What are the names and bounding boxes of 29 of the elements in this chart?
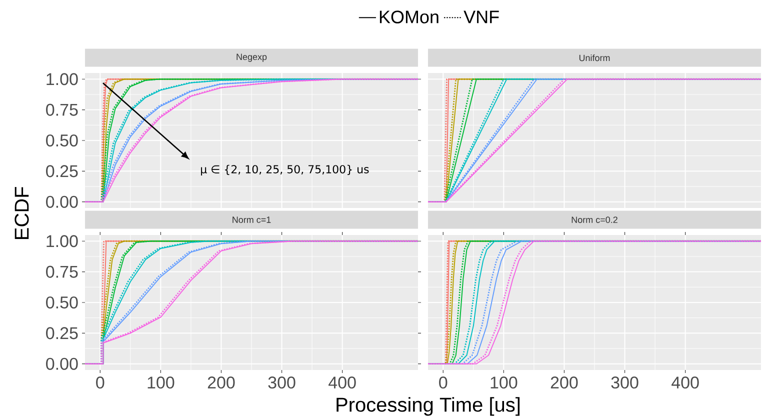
text: VNF bbox=[464, 10, 499, 24]
y-tick-label: 0.75 bbox=[46, 104, 78, 116]
y-tick-label: 0.50 bbox=[46, 296, 78, 309]
x-tick-label: 400 bbox=[672, 376, 699, 389]
y-tick-label: 0.00 bbox=[46, 358, 78, 370]
y-tick-label: 1.00 bbox=[46, 235, 78, 248]
chart-title: Negexp bbox=[236, 54, 267, 62]
x-tick-label: 0 bbox=[96, 376, 104, 389]
y-tick-label: 0.25 bbox=[46, 327, 78, 340]
x-axis-title: Processing Time [us] bbox=[336, 397, 520, 416]
y-tick-label: 0.50 bbox=[46, 134, 78, 147]
x-tick-label: 200 bbox=[550, 376, 578, 389]
x-tick-label: 100 bbox=[490, 376, 518, 389]
x-tick-label: 400 bbox=[328, 376, 356, 389]
annotation: μ ∈ {2, 10, 25, 50, 75,100} us bbox=[201, 164, 369, 176]
y-tick-label: 0.00 bbox=[46, 196, 78, 208]
y-axis-title: ECDF bbox=[14, 186, 29, 239]
y-tick-label: 0.75 bbox=[46, 266, 78, 278]
x-tick-label: 300 bbox=[268, 376, 296, 389]
y-tick-label: 1.00 bbox=[46, 73, 78, 86]
x-tick-label: 300 bbox=[611, 376, 638, 389]
y-tick-label: 0.25 bbox=[46, 165, 78, 178]
chart-title: Uniform bbox=[579, 54, 610, 62]
chart-title: Norm c=1 bbox=[232, 216, 271, 223]
x-tick-label: 200 bbox=[208, 376, 235, 389]
text: KOMon bbox=[380, 10, 438, 24]
chart-title: Norm c=0.2 bbox=[572, 216, 618, 223]
x-tick-label: 0 bbox=[439, 376, 448, 389]
x-tick-label: 100 bbox=[148, 376, 174, 389]
